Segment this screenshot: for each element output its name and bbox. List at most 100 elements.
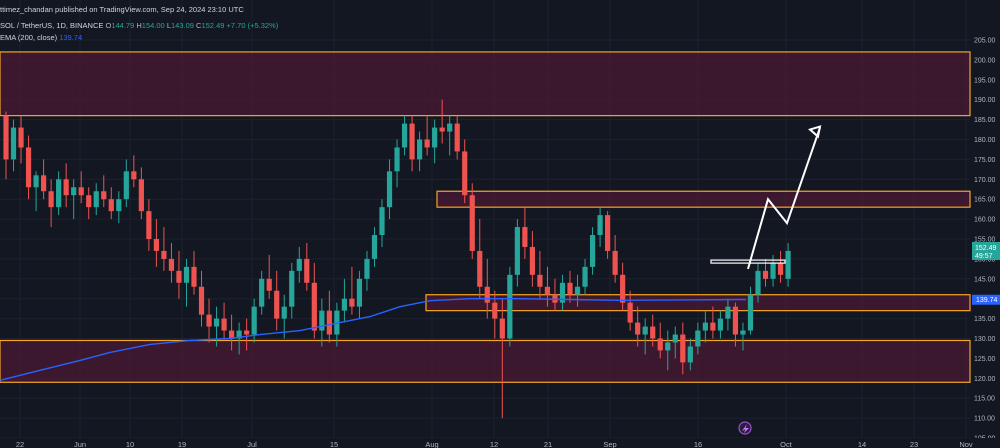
candle-body [71, 187, 77, 196]
time-tick-label: 10 [126, 440, 134, 448]
candle-body [244, 330, 250, 335]
indicator-legend[interactable]: EMA (200, close) 139.74 [0, 33, 82, 42]
candle-body [695, 330, 701, 347]
candle-body [492, 302, 498, 319]
symbol-label[interactable]: SOL / TetherUS, 1D, BINANCE [0, 21, 104, 30]
candle-body [507, 274, 513, 339]
candle-body [341, 298, 347, 311]
candle-body [417, 139, 423, 160]
candle-body [522, 227, 528, 247]
candle-body [168, 258, 175, 271]
candle-body [25, 147, 32, 188]
time-tick-label: 21 [544, 440, 552, 448]
candle-body [657, 338, 663, 351]
candle-body [131, 171, 137, 180]
candle-body [477, 250, 483, 287]
candle-body [251, 306, 257, 335]
price-tick-label: 145.00 [974, 276, 996, 283]
candle-body [183, 266, 190, 283]
candlestick-series [3, 99, 791, 419]
candle-body [672, 334, 678, 343]
candle-body [296, 258, 302, 271]
supply-demand-zones[interactable] [0, 51, 971, 383]
candle-body [432, 127, 438, 148]
candle-body [116, 199, 122, 212]
candle-body [605, 215, 611, 251]
candle-body [620, 274, 626, 303]
zone-rect[interactable] [436, 190, 971, 208]
candle-body [732, 306, 739, 335]
candle-body [56, 179, 62, 208]
candle-body [108, 199, 114, 212]
candle-body [642, 326, 648, 335]
candle-body [680, 334, 686, 363]
last-price-tag[interactable] [972, 241, 1000, 260]
candle-body [349, 298, 355, 307]
candle-body [41, 175, 47, 192]
price-tick-label: 170.00 [974, 177, 996, 184]
candle-body [574, 286, 581, 295]
price-tick-label: 130.00 [974, 336, 996, 343]
price-axis[interactable]: 205.00 200.00 195.00 190.00 185.00 180.00 175.… [972, 0, 1000, 448]
candle-body [86, 195, 92, 208]
candle-body [582, 266, 588, 287]
candle-body [386, 171, 393, 208]
candle-body [326, 310, 332, 335]
time-axis[interactable]: 22 Jun 10 19 Jul 15 Aug 12 21 Sep 16 Oct 14 23 Nov [0, 438, 1000, 448]
ema-price-tag[interactable] [972, 294, 1000, 305]
candle-body [371, 235, 378, 259]
candle-body [755, 270, 761, 295]
candle-body [612, 250, 618, 275]
symbol-legend[interactable]: SOL / TetherUS, 1D, BINANCE O144.79 H154… [0, 21, 279, 30]
candle-body [289, 270, 295, 307]
ema-label[interactable]: EMA (200, close) [0, 33, 58, 42]
price-tick-label: 205.00 [974, 38, 996, 45]
price-tick-label: 120.00 [974, 376, 996, 383]
price-tick-label: 165.00 [974, 197, 996, 204]
price-tick-label: 155.00 [974, 237, 996, 244]
candle-body [153, 239, 159, 251]
candle-body [10, 127, 17, 160]
candle-body [18, 127, 24, 148]
zone-rect[interactable] [0, 339, 971, 383]
time-tick-label: 12 [490, 440, 498, 448]
candle-body [191, 266, 197, 287]
projection-drawing[interactable] [710, 125, 822, 270]
candle-body [161, 250, 167, 259]
candle-body [266, 278, 272, 291]
candle-body [401, 123, 408, 148]
time-tick-label: Sep [603, 440, 616, 448]
candle-body [687, 346, 693, 363]
candle-body [379, 207, 385, 236]
candle-body [589, 235, 596, 267]
candle-body [213, 318, 220, 327]
candle-body [702, 322, 708, 331]
zone-rect[interactable] [0, 51, 971, 117]
candle-body [559, 282, 566, 303]
candle-body [747, 294, 754, 331]
candle-body [785, 250, 791, 279]
time-tick-label: 23 [910, 440, 918, 448]
change-value: +7.70 (+5.32%) [226, 21, 279, 30]
candle-body [770, 262, 776, 279]
candle-body [484, 286, 490, 303]
candle-body [394, 147, 400, 172]
candle-body [762, 270, 769, 279]
candle-body [146, 211, 152, 239]
time-tick-label: 19 [178, 440, 186, 448]
projection-path[interactable] [747, 127, 821, 270]
breakout-level-box[interactable] [710, 259, 786, 264]
candle-body [439, 127, 445, 132]
candle-body [274, 290, 280, 319]
candle-body [710, 322, 716, 331]
high-value: 154.00 [141, 21, 165, 30]
price-tick-label: 185.00 [974, 117, 996, 124]
candle-body [319, 310, 325, 331]
ema-200-line [0, 298, 747, 381]
candle-body [529, 246, 535, 275]
arrow-head-icon[interactable] [807, 125, 822, 139]
open-value: 144.79 [111, 21, 135, 30]
price-axis-bg [972, 0, 1000, 448]
candle-body [567, 282, 573, 295]
